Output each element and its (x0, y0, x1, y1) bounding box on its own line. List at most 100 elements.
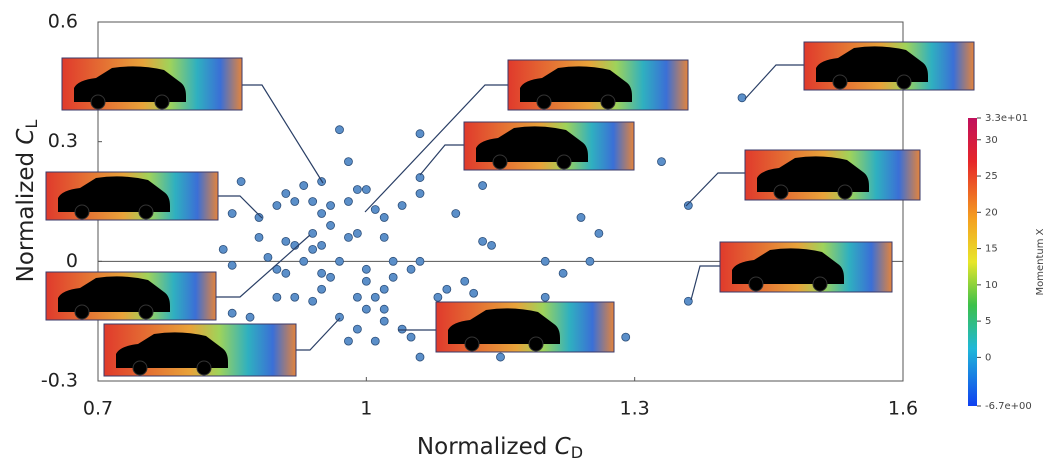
point (254, 232, 264, 242)
colorbar-tick-label: 25 (985, 171, 998, 182)
colorbar-label: Momentum X (1035, 228, 1046, 295)
flow-inset (803, 41, 975, 91)
point (308, 244, 318, 254)
point (227, 260, 237, 270)
scatter-points (218, 93, 747, 362)
point (683, 296, 693, 306)
x-axis-subscript: D (571, 443, 583, 462)
flow-inset (435, 301, 615, 353)
point (344, 197, 353, 206)
colorbar-tick-label: 10 (985, 280, 998, 291)
point (361, 276, 371, 286)
point (415, 129, 425, 139)
point (388, 272, 398, 282)
point (478, 236, 488, 246)
colorbar-gradient (968, 118, 977, 406)
point (460, 276, 470, 286)
point (370, 292, 380, 302)
point (281, 268, 291, 278)
point (335, 125, 344, 135)
point (451, 209, 461, 218)
x-axis-label: Normalized CD (417, 434, 583, 462)
point (415, 173, 425, 182)
point (218, 244, 228, 254)
point (317, 240, 327, 250)
point (290, 292, 300, 302)
point (236, 177, 246, 186)
point (621, 332, 631, 342)
point (308, 197, 318, 206)
insets (45, 41, 975, 377)
flow-inset (45, 271, 217, 321)
point (594, 229, 604, 238)
leader-line (216, 234, 311, 298)
point (352, 229, 362, 238)
point (352, 324, 362, 334)
point (683, 201, 693, 210)
point (496, 352, 505, 362)
flow-inset (61, 57, 243, 111)
point (487, 240, 496, 250)
point (317, 284, 327, 294)
colorbar-tick-label: 3.3e+01 (985, 113, 1028, 124)
y-tick-label: 0 (66, 250, 78, 272)
point (272, 201, 282, 210)
x-tick-label: 1.3 (620, 398, 650, 420)
point (227, 209, 237, 218)
colorbar-tick-label: 20 (985, 207, 998, 218)
y-axis-symbol: C (13, 129, 39, 145)
y-axis-label: Normalized CL (13, 120, 41, 283)
point (245, 312, 255, 322)
point (415, 352, 425, 362)
point (379, 284, 389, 294)
leader-line (744, 64, 804, 100)
point (281, 189, 291, 198)
y-tick-label: -0.3 (41, 370, 78, 392)
point (406, 264, 416, 274)
point (281, 236, 291, 246)
point (379, 213, 389, 222)
point (379, 316, 389, 326)
point (290, 197, 300, 206)
point (397, 201, 407, 210)
point (442, 284, 452, 294)
point (361, 185, 371, 194)
point (397, 324, 407, 334)
colorbar-tick-label: 5 (985, 316, 991, 327)
point (335, 256, 344, 266)
flow-inset (744, 149, 921, 201)
point (737, 93, 747, 103)
point (379, 232, 389, 242)
flow-inset (45, 171, 219, 221)
point (272, 292, 282, 302)
point (352, 185, 362, 194)
point (272, 264, 282, 274)
point (317, 209, 327, 218)
colorbar: Momentum X 3.3e+01 30 25 20 15 10 5 0 -6.7e+00 (968, 113, 1046, 412)
point (308, 296, 318, 306)
point (379, 304, 389, 314)
point (406, 332, 416, 342)
flow-inset (507, 59, 689, 111)
point (433, 292, 443, 302)
point (540, 292, 550, 302)
point (326, 221, 335, 230)
x-axis-label-text: Normalized (417, 434, 555, 460)
point (370, 205, 380, 214)
point (308, 229, 318, 238)
point (326, 272, 335, 282)
point (585, 256, 595, 266)
point (352, 292, 362, 302)
flow-inset (103, 323, 297, 377)
point (335, 312, 344, 322)
point (361, 264, 371, 274)
y-axis-label-text: Normalized (13, 145, 39, 283)
point (254, 213, 264, 222)
leader-line (685, 172, 745, 207)
plot-area: -0.3 0 0.3 0.6 0.7 1 1.3 1.6 (41, 11, 918, 420)
point (388, 256, 398, 266)
colorbar-tick-label: 15 (985, 244, 998, 255)
colorbar-tick-label: -6.7e+00 (985, 401, 1032, 412)
y-axis-subscript: L (22, 120, 41, 129)
point (558, 268, 568, 278)
